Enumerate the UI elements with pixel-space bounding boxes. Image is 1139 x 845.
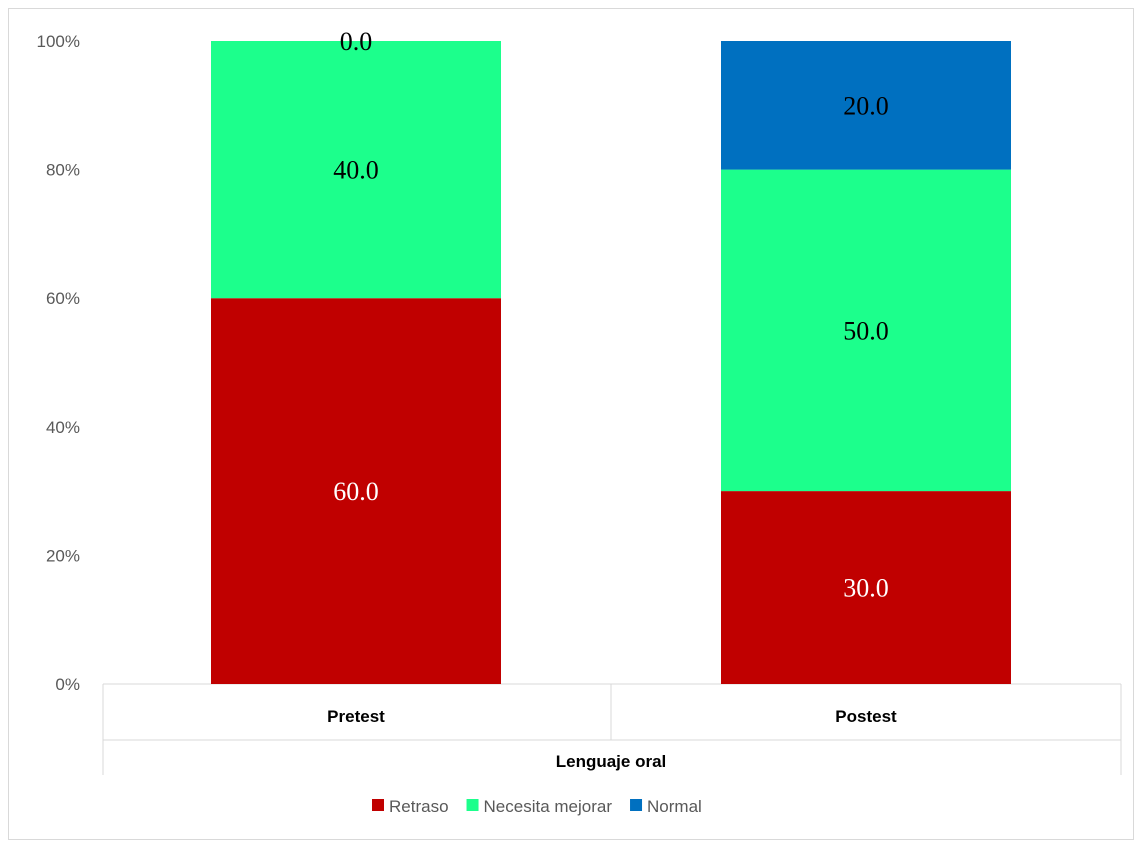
- x-axis-title: Lenguaje oral: [556, 752, 667, 771]
- legend-label: Normal: [647, 797, 702, 816]
- bar-segment: [211, 41, 501, 299]
- y-tick-label: 0%: [55, 675, 80, 694]
- category-labels: Pretest Postest: [327, 707, 897, 726]
- y-axis-ticks: 0% 20% 40% 60% 80% 100%: [37, 32, 80, 694]
- legend-swatch: [466, 799, 479, 811]
- data-label: 50.0: [843, 316, 889, 345]
- data-label: 20.0: [843, 91, 889, 120]
- data-label: 60.0: [333, 477, 379, 506]
- legend-label: Necesita mejorar: [484, 797, 613, 816]
- legend-swatch: [372, 799, 384, 811]
- legend-label: Retraso: [389, 797, 449, 816]
- bar-segment: [721, 41, 1011, 170]
- bar-segment: [721, 491, 1011, 684]
- y-tick-label: 20%: [46, 546, 80, 565]
- data-label: 0.0: [340, 27, 373, 56]
- category-label: Pretest: [327, 707, 385, 726]
- y-tick-label: 60%: [46, 289, 80, 308]
- bars-group: [211, 41, 1011, 684]
- data-label: 30.0: [843, 574, 889, 603]
- bar-segment: [211, 298, 501, 684]
- y-tick-label: 80%: [46, 161, 80, 180]
- y-tick-label: 100%: [37, 32, 80, 51]
- data-label: 40.0: [333, 156, 379, 185]
- y-tick-label: 40%: [46, 418, 80, 437]
- legend-swatch: [630, 799, 643, 811]
- data-labels-group: 60.0 40.0 0.0 30.0 50.0 20.0: [333, 27, 889, 603]
- category-label: Postest: [835, 707, 897, 726]
- legend: Retraso Necesita mejorar Normal: [372, 797, 702, 816]
- bar-segment: [721, 169, 1011, 492]
